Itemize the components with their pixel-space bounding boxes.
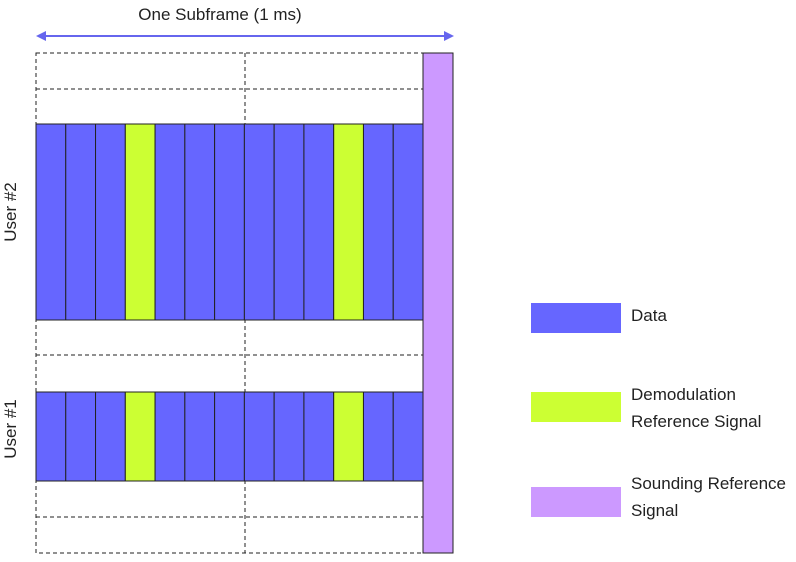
legend-swatch-srs (531, 487, 621, 517)
dmrs-symbol-user-1 (333, 391, 364, 482)
data-symbol-user-2 (392, 123, 424, 321)
data-symbol-user-2 (95, 123, 126, 321)
user-allocations (35, 123, 424, 482)
data-symbol-user-2 (273, 123, 305, 321)
legend-swatch-dmrs (531, 392, 621, 422)
legend-label-data: Data (631, 302, 667, 329)
srs-column (422, 52, 454, 554)
legend-line: Sounding Reference (631, 474, 787, 493)
legend-line: Data (631, 306, 667, 325)
data-symbol-user-1 (184, 391, 216, 482)
data-symbol-user-2 (303, 123, 335, 321)
user-1-label: User #1 (1, 399, 20, 459)
dmrs-symbol-user-2 (333, 123, 364, 321)
data-symbol-user-1 (243, 391, 275, 482)
subframe-title: One Subframe (1 ms) (138, 5, 301, 24)
data-symbol-user-2 (65, 123, 97, 321)
legend-label-srs: Sounding Reference Signal (631, 470, 786, 524)
data-symbol-user-2 (214, 123, 245, 321)
data-symbol-user-1 (392, 391, 424, 482)
data-symbol-user-1 (303, 391, 335, 482)
dmrs-symbol-user-1 (124, 391, 156, 482)
data-symbol-user-1 (35, 391, 67, 482)
data-symbol-user-1 (362, 391, 394, 482)
legend-line: Signal (631, 501, 679, 520)
data-symbol-user-2 (362, 123, 394, 321)
user-2-label: User #2 (1, 182, 20, 242)
data-symbol-user-2 (35, 123, 67, 321)
legend-swatch-data (531, 303, 621, 333)
data-symbol-user-2 (184, 123, 216, 321)
dmrs-symbol-user-2 (124, 123, 156, 321)
data-symbol-user-2 (154, 123, 186, 321)
data-symbol-user-1 (65, 391, 97, 482)
data-symbol-user-1 (214, 391, 245, 482)
data-symbol-user-1 (154, 391, 186, 482)
data-symbol-user-2 (243, 123, 275, 321)
legend-line: Reference Signal (631, 412, 762, 431)
legend-line: Demodulation (631, 385, 736, 404)
legend-label-dmrs: Demodulation Reference Signal (631, 381, 761, 435)
data-symbol-user-1 (95, 391, 126, 482)
data-symbol-user-1 (273, 391, 305, 482)
